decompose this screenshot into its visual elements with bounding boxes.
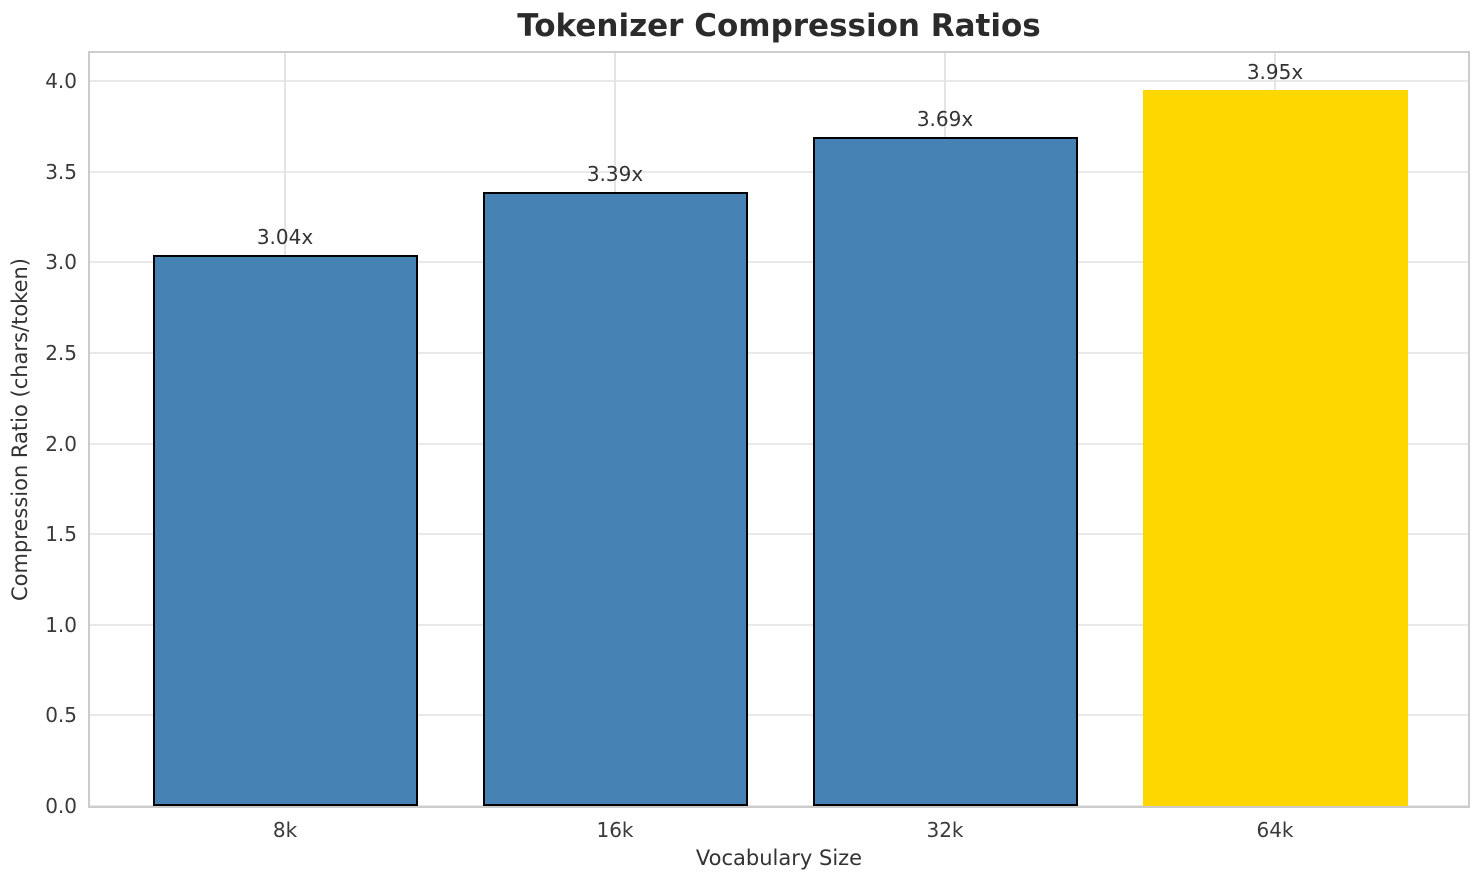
x-tick-label: 32k: [926, 818, 964, 842]
bar-value-label: 3.95x: [1246, 60, 1304, 85]
y-tick-label: 4.0: [45, 69, 77, 93]
x-tick-label: 8k: [272, 818, 298, 842]
bar-value-label: 3.69x: [916, 107, 974, 132]
y-tick-label: 1.0: [45, 612, 77, 637]
bar-value-label: 3.39x: [586, 161, 644, 186]
y-tick-label: 2.5: [45, 340, 77, 365]
x-tick-label: 64k: [1256, 818, 1294, 842]
gridline-horizontal: [90, 714, 1468, 717]
y-tick-label: 3.0: [45, 250, 77, 275]
chart-title: Tokenizer Compression Ratios: [517, 8, 1041, 44]
bar: [482, 191, 748, 806]
gridline-horizontal: [90, 442, 1468, 445]
gridline-horizontal: [90, 351, 1468, 354]
bar: [1142, 90, 1408, 806]
gridline-horizontal: [90, 170, 1468, 173]
plot-area: 3.04x 3.39x 3.69x 3.95x: [88, 51, 1470, 808]
y-tick-label: 0.0: [45, 794, 77, 818]
bar: [152, 255, 418, 806]
bar-value-label: 3.04x: [256, 225, 314, 249]
bar: [812, 137, 1078, 806]
gridline-horizontal: [90, 80, 1468, 82]
x-tick-label: 16k: [596, 818, 634, 842]
gridline-horizontal: [90, 261, 1468, 264]
y-tick-label: 0.5: [45, 703, 77, 728]
gridline-horizontal: [90, 623, 1468, 626]
gridline-horizontal: [90, 533, 1468, 536]
y-tick-label: 1.5: [45, 522, 77, 547]
x-axis-label: Vocabulary Size: [695, 846, 863, 870]
y-tick-label: 3.5: [45, 159, 77, 184]
y-tick-label: 2.0: [45, 431, 77, 456]
